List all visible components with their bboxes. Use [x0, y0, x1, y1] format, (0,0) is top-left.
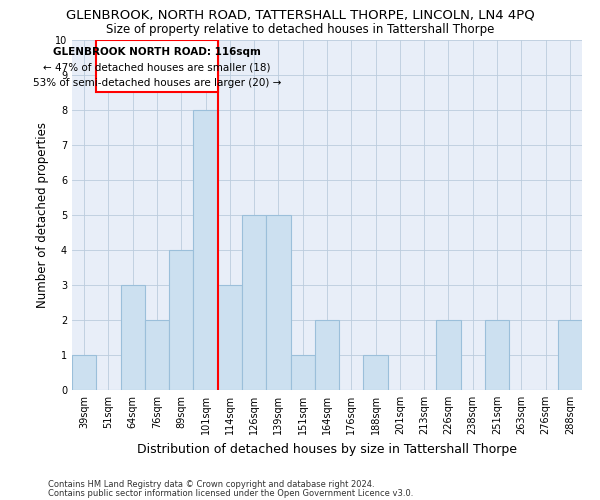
Bar [193, 110, 218, 390]
Bar [72, 355, 96, 390]
Y-axis label: Number of detached properties: Number of detached properties [37, 122, 49, 308]
Bar [242, 215, 266, 390]
Bar [364, 355, 388, 390]
Text: Contains public sector information licensed under the Open Government Licence v3: Contains public sector information licen… [48, 489, 413, 498]
Bar [218, 285, 242, 390]
Text: GLENBROOK NORTH ROAD: 116sqm: GLENBROOK NORTH ROAD: 116sqm [53, 46, 261, 56]
Bar [315, 320, 339, 390]
Text: ← 47% of detached houses are smaller (18): ← 47% of detached houses are smaller (18… [43, 62, 271, 72]
Bar [558, 320, 582, 390]
Bar [121, 285, 145, 390]
Bar [436, 320, 461, 390]
X-axis label: Distribution of detached houses by size in Tattershall Thorpe: Distribution of detached houses by size … [137, 442, 517, 456]
Text: GLENBROOK, NORTH ROAD, TATTERSHALL THORPE, LINCOLN, LN4 4PQ: GLENBROOK, NORTH ROAD, TATTERSHALL THORP… [65, 9, 535, 22]
Bar [485, 320, 509, 390]
Bar [290, 355, 315, 390]
Text: Contains HM Land Registry data © Crown copyright and database right 2024.: Contains HM Land Registry data © Crown c… [48, 480, 374, 489]
Text: 53% of semi-detached houses are larger (20) →: 53% of semi-detached houses are larger (… [33, 78, 281, 88]
Bar [96, 40, 218, 92]
Bar [169, 250, 193, 390]
Text: Size of property relative to detached houses in Tattershall Thorpe: Size of property relative to detached ho… [106, 22, 494, 36]
Bar [266, 215, 290, 390]
Bar [145, 320, 169, 390]
